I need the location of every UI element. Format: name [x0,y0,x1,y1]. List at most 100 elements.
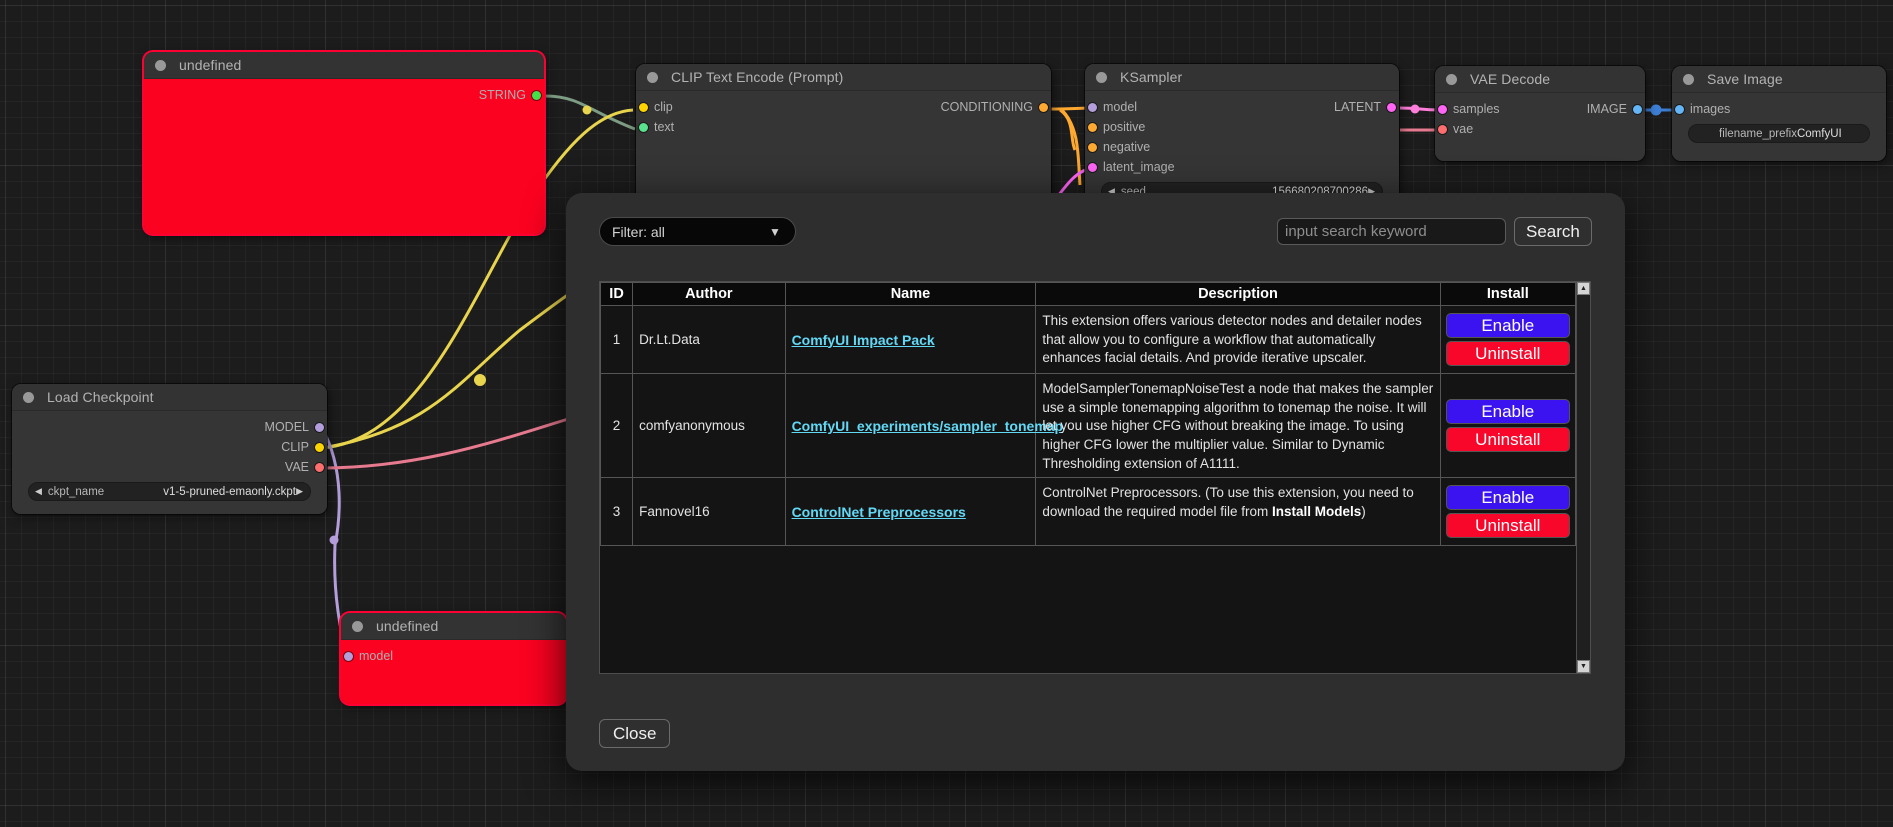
node-title-text: Save Image [1707,71,1783,87]
scroll-up-button[interactable]: ▲ [1577,282,1590,295]
collapse-dot-icon[interactable] [1096,71,1107,83]
output-slot-latent[interactable]: LATENT [1219,97,1399,117]
extension-link[interactable]: ComfyUI_experiments/sampler_tonemap [791,417,1064,434]
slot-dot-text[interactable] [639,122,648,132]
node-title-bar[interactable]: undefined [341,613,566,640]
slot-dot-vae[interactable] [1438,124,1447,134]
column-header-author: Author [632,282,786,306]
extensions-table-scroll[interactable]: ID Author Name Description Install 1 Dr.… [600,282,1576,673]
node-title-bar[interactable]: Save Image [1672,66,1886,93]
input-slot-label: images [1690,102,1731,116]
input-slot-text[interactable]: text [636,117,836,137]
slot-dot-latent[interactable] [1387,102,1396,112]
node-body: STRING [144,79,544,234]
slot-dot-samples[interactable] [1438,104,1447,114]
input-slot-positive[interactable]: positive [1085,117,1265,137]
node-vae-decode[interactable]: VAE Decode samples vae IMAGE [1435,66,1645,161]
slot-dot-model[interactable] [315,422,324,432]
cell-install: Enable Uninstall [1439,305,1576,374]
column-header-install: Install [1439,282,1576,306]
output-slot-clip[interactable]: CLIP [127,437,327,457]
slot-dot-negative[interactable] [1088,142,1097,152]
output-slot-string[interactable]: STRING [144,85,544,105]
filter-select[interactable]: Filter: all [599,217,796,246]
widget-value[interactable]: ComfyUI [1796,127,1842,140]
search-button[interactable]: Search [1514,217,1592,246]
extension-link[interactable]: ComfyUI Impact Pack [791,331,935,348]
slot-dot-image[interactable] [1633,104,1642,114]
slot-dot-latent-image[interactable] [1088,162,1097,172]
collapse-dot-icon[interactable] [1683,73,1694,85]
input-slot-clip[interactable]: clip [636,97,836,117]
slot-dot-positive[interactable] [1088,122,1097,132]
cell-author: Fannovel16 [632,477,786,547]
output-slot-vae[interactable]: VAE [127,457,327,477]
output-slot-model[interactable]: MODEL [127,417,327,437]
slot-dot-clip[interactable] [639,102,648,112]
output-slot-conditioning[interactable]: CONDITIONING [791,97,1051,117]
input-slot-vae[interactable]: vae [1435,119,1555,139]
collapse-dot-icon[interactable] [647,71,658,83]
uninstall-button[interactable]: Uninstall [1445,341,1570,366]
node-body: MODEL CLIP VAE ◀ ckpt_name v1-5-pruned-e… [12,411,327,514]
input-slot-images[interactable]: images [1672,99,1822,119]
extensions-table: ID Author Name Description Install 1 Dr.… [600,282,1576,547]
enable-button[interactable]: Enable [1445,313,1570,338]
table-row: 1 Dr.Lt.Data ComfyUI Impact Pack This ex… [600,305,1576,374]
input-slot-model[interactable]: model [341,646,491,666]
table-scrollbar[interactable]: ▲ ▼ [1576,282,1590,673]
input-slot-negative[interactable]: negative [1085,137,1265,157]
output-slot-label: IMAGE [1586,102,1627,116]
node-title-bar[interactable]: undefined [144,52,544,79]
input-slot-model[interactable]: model [1085,97,1265,117]
input-slot-latent-image[interactable]: latent_image [1085,157,1265,177]
close-button[interactable]: Close [599,719,671,748]
node-body: samples vae IMAGE [1435,93,1645,161]
column-header-name: Name [784,282,1037,306]
node-load-checkpoint[interactable]: Load Checkpoint MODEL CLIP VAE ◀ ckpt_na… [12,384,327,514]
table-row: 3 Fannovel16 ControlNet Preprocessors Co… [600,477,1576,547]
slot-dot-model[interactable] [344,651,353,661]
node-title-bar[interactable]: VAE Decode [1435,66,1645,93]
slot-dot-conditioning[interactable] [1039,102,1048,112]
collapse-dot-icon[interactable] [352,620,363,632]
widget-filename-prefix[interactable]: filename_prefix ComfyUI [1688,124,1870,143]
slot-dot-model[interactable] [1088,102,1097,112]
search-input[interactable] [1277,218,1506,245]
increment-arrow-icon[interactable]: ▶ [1368,186,1375,196]
output-slot-image[interactable]: IMAGE [1505,99,1645,119]
uninstall-button[interactable]: Uninstall [1445,427,1570,453]
collapse-dot-icon[interactable] [155,59,166,71]
node-title-bar[interactable]: Load Checkpoint [12,384,327,411]
cell-name: ControlNet Preprocessors [784,477,1037,547]
increment-arrow-icon[interactable]: ▶ [296,486,303,496]
extension-link[interactable]: ControlNet Preprocessors [791,503,966,520]
input-slot-label: model [1103,100,1138,114]
enable-button[interactable]: Enable [1445,485,1570,511]
uninstall-button[interactable]: Uninstall [1445,513,1570,539]
widget-ckpt-name[interactable]: ◀ ckpt_name v1-5-pruned-emaonly.ckpt ▶ [28,482,311,501]
enable-button[interactable]: Enable [1445,399,1570,425]
scrollbar-track[interactable] [1577,295,1590,660]
decrement-arrow-icon[interactable]: ◀ [35,486,42,496]
node-undefined-string[interactable]: undefined STRING [144,52,544,234]
column-header-id: ID [600,282,634,306]
node-title-text: CLIP Text Encode (Prompt) [671,69,844,85]
description-text-post: ) [1361,503,1366,519]
widget-value[interactable]: v1-5-pruned-emaonly.ckpt [163,485,296,498]
collapse-dot-icon[interactable] [23,391,34,403]
collapse-dot-icon[interactable] [1446,73,1457,85]
input-slot-label: text [654,120,675,134]
node-title-bar[interactable]: KSampler [1085,64,1399,91]
node-save-image[interactable]: Save Image images filename_prefix ComfyU… [1672,66,1886,161]
input-slot-samples[interactable]: samples [1435,99,1555,119]
slot-dot-clip[interactable] [315,442,324,452]
node-title-bar[interactable]: CLIP Text Encode (Prompt) [636,64,1051,91]
scroll-down-button[interactable]: ▼ [1577,660,1590,673]
node-undefined-model[interactable]: undefined model [341,613,566,704]
decrement-arrow-icon[interactable]: ◀ [1108,186,1115,196]
slot-dot-string[interactable] [532,90,541,100]
slot-dot-vae[interactable] [315,462,324,472]
slot-dot-images[interactable] [1675,104,1684,114]
